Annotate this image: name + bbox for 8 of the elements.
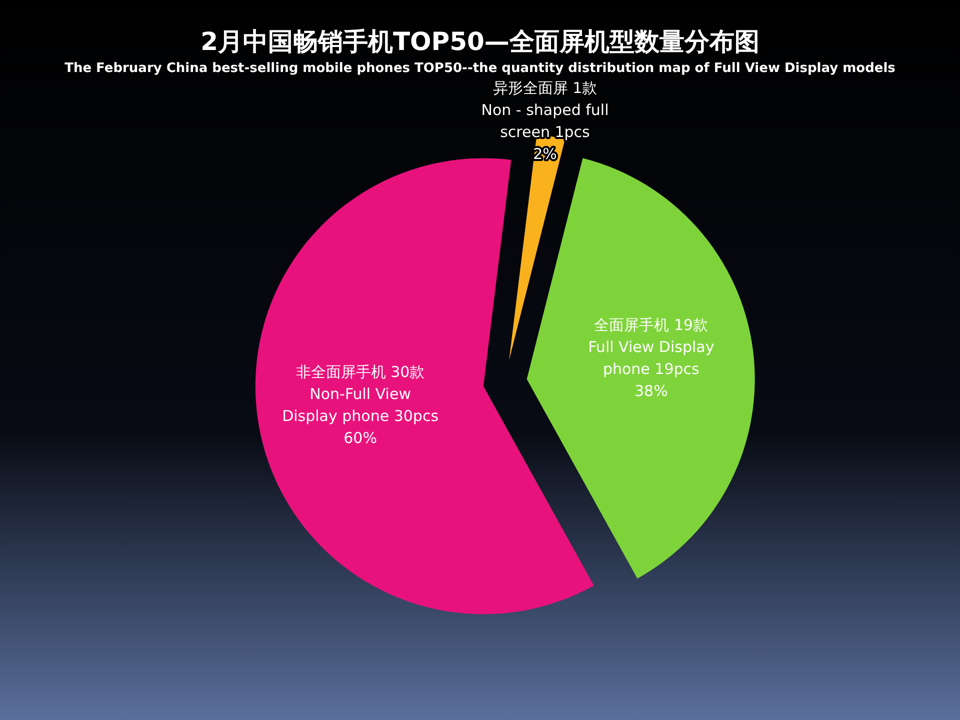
slice-label: 异形全面屏 1款 bbox=[492, 79, 598, 97]
data-label: Non - shaped full screen 1pcs 2% bbox=[481, 101, 609, 163]
chart-title: 2月中国畅销手机TOP50—全面屏机型数量分布图 bbox=[200, 27, 760, 56]
data-label: Full View Display phone 19pcs 38% bbox=[588, 338, 714, 400]
chart-subtitle: The February China best-selling mobile phones TOP50--the quantity distribution map of Full View Display models bbox=[64, 61, 896, 76]
slice-label: 非全面屏手机 30款 bbox=[296, 363, 425, 382]
slice-label: 全面屏手机 19款 bbox=[594, 316, 708, 334]
data-label: Non-Full View Display phone 30pcs 60% bbox=[282, 385, 439, 448]
